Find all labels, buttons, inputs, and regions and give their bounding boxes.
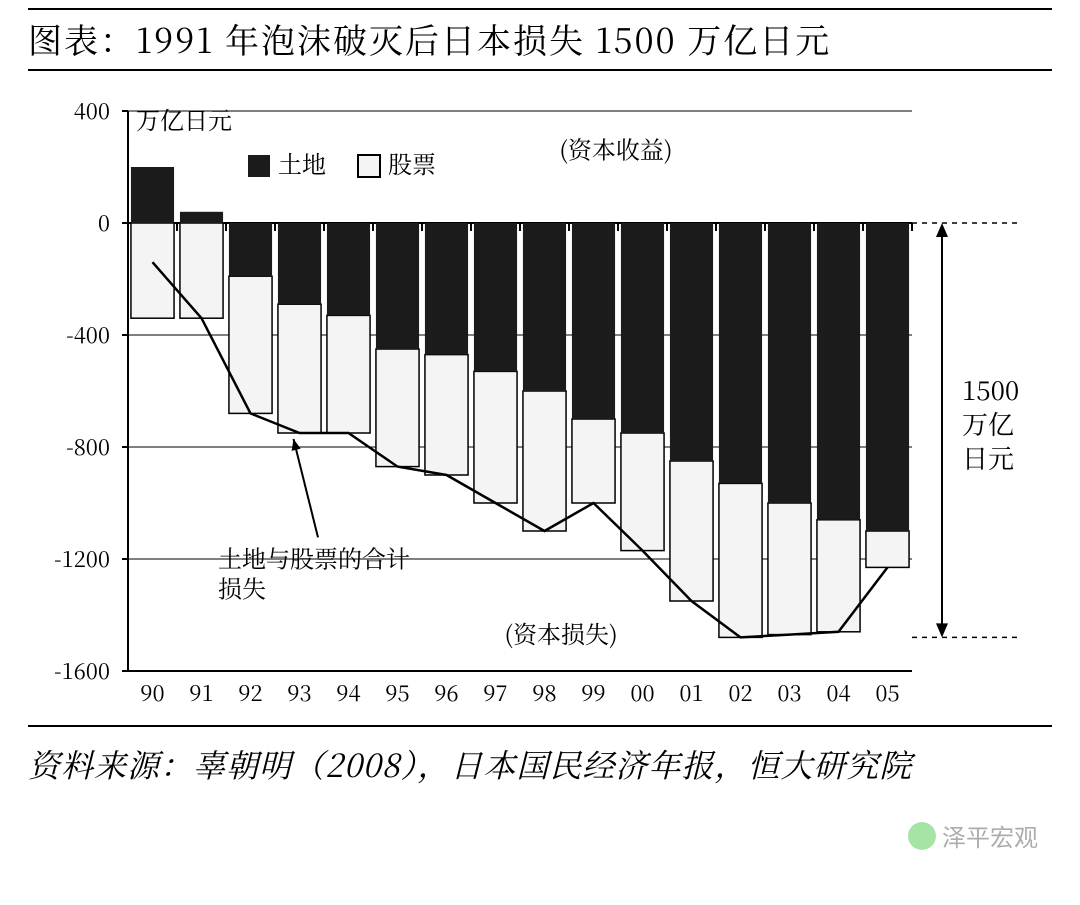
bar-stock [523,391,566,531]
loss-chart: 4000-400-800-1200-1600万亿日元土地股票(资本收益)(资本损… [28,81,1052,721]
x-tick-label: 05 [875,677,899,708]
annotation-loss: (资本损失) [504,615,617,650]
x-tick-label: 03 [777,677,801,708]
bar-land [425,223,468,355]
bar-land [180,212,223,223]
chart-svg: 4000-400-800-1200-1600万亿日元土地股票(资本收益)(资本损… [28,81,1052,721]
x-tick-label: 01 [679,677,703,708]
y-tick-label: 0 [98,207,110,238]
legend-swatch-stock [358,155,380,177]
bar-land [278,223,321,304]
range-label: 万亿 [962,405,1014,442]
annotation-line-label: 损失 [218,569,266,604]
y-axis-title: 万亿日元 [136,101,232,136]
y-tick-label: -1600 [54,655,110,686]
bar-stock [131,223,174,318]
x-tick-label: 97 [483,677,507,708]
bottom-rule [28,725,1052,727]
legend-label-stock: 股票 [388,145,436,180]
bar-land [327,223,370,315]
bar-stock [719,483,762,637]
bar-stock [670,461,713,601]
x-tick-label: 02 [728,677,752,708]
x-tick-label: 95 [385,677,409,708]
x-tick-label: 98 [532,677,556,708]
wechat-icon [908,822,936,850]
bar-land [866,223,909,531]
x-tick-label: 96 [434,677,458,708]
bar-stock [376,349,419,467]
bar-land [670,223,713,461]
bar-land [131,167,174,223]
x-tick-label: 94 [336,677,360,708]
x-tick-label: 99 [581,677,605,708]
legend-label-land: 土地 [278,145,326,180]
y-tick-label: -800 [66,431,110,462]
legend-swatch-land [248,155,270,177]
x-tick-label: 93 [287,677,311,708]
bar-stock [327,315,370,433]
bar-stock [768,503,811,635]
range-label: 日元 [962,439,1014,476]
bar-stock [621,433,664,551]
bar-stock [278,304,321,433]
y-tick-label: -400 [66,319,110,350]
y-tick-label: -1200 [54,543,110,574]
bar-land [523,223,566,391]
x-tick-label: 92 [238,677,262,708]
source-citation: 资料来源：辜朝明（2008），日本国民经济年报，恒大研究院 [28,739,1052,790]
bar-land [719,223,762,483]
bar-stock [180,223,223,318]
bar-land [474,223,517,371]
bar-land [817,223,860,520]
x-tick-label: 04 [826,677,850,708]
bar-land [229,223,272,276]
bar-stock [866,531,909,567]
bar-land [376,223,419,349]
range-label: 1500 [962,371,1019,408]
bar-land [621,223,664,433]
y-tick-label: 400 [74,95,110,126]
chart-title: 图表：1991 年泡沫破灭后日本损失 1500 万亿日元 [28,8,1052,71]
annotation-gain: (资本收益) [559,131,672,166]
bar-stock [229,276,272,413]
watermark: 泽平宏观 [908,818,1038,853]
page-root: 图表：1991 年泡沫破灭后日本损失 1500 万亿日元 400 0 -400 -80… [0,0,1080,905]
bar-stock [474,371,517,503]
bar-land [572,223,615,419]
x-tick-label: 90 [140,677,164,708]
x-tick-label: 00 [630,677,654,708]
x-tick-label: 91 [189,677,213,708]
bar-stock [572,419,615,503]
watermark-text: 泽平宏观 [942,818,1038,853]
bar-stock [817,520,860,632]
bar-land [768,223,811,503]
bar-stock [425,355,468,475]
